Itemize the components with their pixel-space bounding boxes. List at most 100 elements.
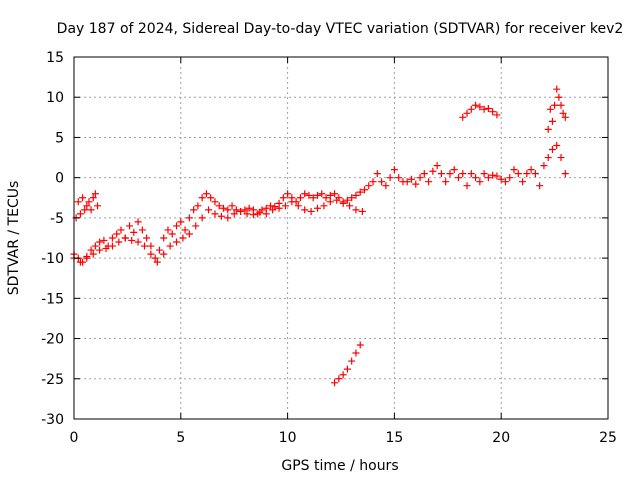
data-point	[420, 170, 428, 178]
data-point	[540, 162, 548, 170]
data-point	[256, 208, 264, 216]
data-point	[237, 207, 245, 215]
data-point	[407, 175, 415, 183]
data-point	[87, 246, 95, 254]
data-point	[130, 228, 138, 236]
data-point	[192, 222, 200, 230]
data-point	[333, 196, 341, 204]
y-tick-label: -5	[50, 211, 64, 227]
data-point	[134, 218, 142, 226]
data-point	[463, 182, 471, 190]
data-point	[519, 178, 527, 186]
data-point	[93, 202, 101, 210]
data-point	[217, 212, 225, 220]
data-point	[559, 109, 567, 117]
y-tick-label: -10	[41, 251, 64, 267]
data-point	[294, 202, 302, 210]
x-tick-label: 10	[279, 430, 297, 446]
axis-ticks	[73, 56, 609, 420]
data-point	[190, 206, 198, 214]
data-point	[476, 103, 484, 111]
data-point	[134, 238, 142, 246]
data-point	[96, 238, 104, 246]
data-point	[89, 194, 97, 202]
x-tick-labels: 0 5 10 15 20 25	[70, 430, 617, 446]
data-point	[288, 198, 296, 206]
data-point	[91, 190, 99, 198]
data-point	[339, 199, 347, 207]
data-point	[301, 206, 309, 214]
data-point	[489, 171, 497, 179]
x-tick-label: 0	[70, 430, 79, 446]
data-point	[544, 125, 552, 133]
data-point	[472, 174, 480, 182]
series-arc-high	[459, 101, 501, 121]
data-point	[454, 174, 462, 182]
data-point	[140, 242, 148, 250]
x-axis-label: GPS time / hours	[281, 458, 398, 474]
data-point	[557, 154, 565, 162]
data-point	[307, 207, 315, 215]
data-point	[352, 349, 360, 357]
data-point	[331, 379, 339, 387]
data-point	[269, 206, 277, 214]
data-point	[267, 202, 275, 210]
data-point	[281, 202, 289, 210]
data-point	[467, 105, 475, 113]
data-point	[115, 238, 123, 246]
data-point	[339, 371, 347, 379]
data-point	[284, 190, 292, 198]
data-point	[275, 204, 283, 212]
data-point	[128, 236, 136, 244]
data-point	[160, 234, 168, 242]
data-point	[151, 254, 159, 262]
data-point	[346, 202, 354, 210]
data-point	[425, 178, 433, 186]
data-point	[331, 190, 339, 198]
y-tick-label: 15	[46, 50, 64, 66]
data-point	[296, 194, 304, 202]
data-point	[79, 194, 87, 202]
data-point	[232, 206, 240, 214]
plot-frame	[73, 56, 609, 420]
data-point	[358, 207, 366, 215]
data-point	[243, 210, 251, 218]
data-point	[437, 170, 445, 178]
data-point	[211, 198, 219, 206]
data-point	[480, 170, 488, 178]
data-point	[352, 206, 360, 214]
grid-lines	[74, 57, 608, 419]
data-point	[168, 230, 176, 238]
series-outlier-arc	[331, 341, 364, 387]
data-point	[348, 357, 356, 365]
y-axis-label: SDTVAR / TECUs	[6, 181, 22, 296]
data-point	[173, 238, 181, 246]
data-point	[416, 174, 424, 182]
data-point	[91, 242, 99, 250]
data-point	[523, 170, 531, 178]
data-point	[548, 117, 556, 125]
data-point	[164, 226, 172, 234]
data-point	[536, 182, 544, 190]
series-main-trend	[70, 141, 569, 266]
data-point	[179, 234, 187, 242]
data-point	[497, 175, 505, 183]
data-point	[365, 182, 373, 190]
data-point	[100, 236, 108, 244]
data-point	[360, 186, 368, 194]
data-point	[143, 234, 151, 242]
data-point	[555, 93, 563, 101]
data-point	[326, 198, 334, 206]
y-tick-label: 5	[55, 130, 64, 146]
data-point	[442, 178, 450, 186]
data-point	[211, 210, 219, 218]
data-point	[83, 202, 91, 210]
data-point	[155, 246, 163, 254]
data-point	[514, 170, 522, 178]
data-point	[83, 254, 91, 262]
data-point	[382, 182, 390, 190]
data-point	[102, 244, 110, 252]
data-point	[81, 206, 89, 214]
data-point	[557, 101, 565, 109]
data-point	[501, 178, 509, 186]
